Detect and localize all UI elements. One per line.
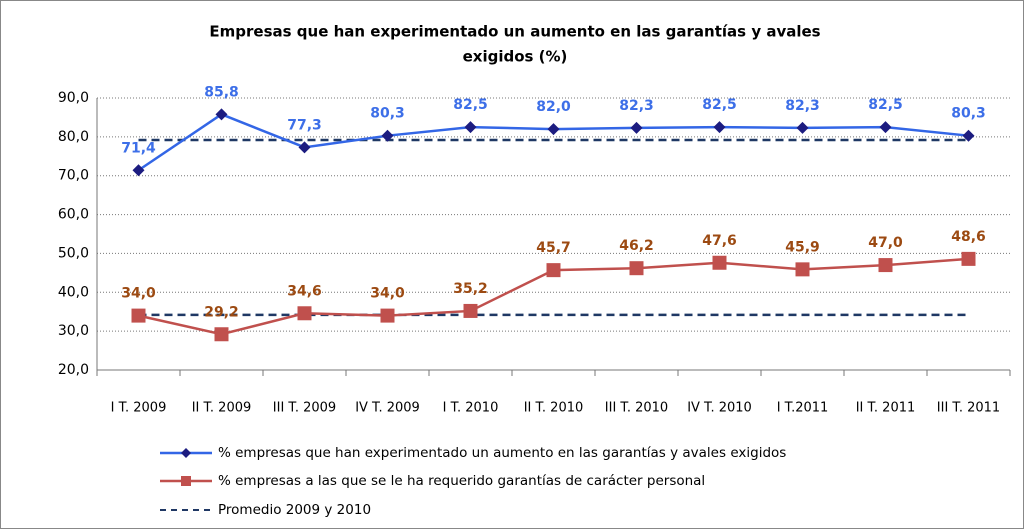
marker	[713, 121, 726, 134]
y-tick-label: 30,0	[58, 323, 89, 339]
marker	[381, 129, 394, 142]
x-tick-label: II T. 2009	[192, 401, 252, 416]
data-label: 82,5	[868, 97, 903, 113]
chart-title: Empresas que han experimentado un aument…	[209, 23, 820, 41]
y-tick-label: 50,0	[58, 245, 89, 261]
marker	[630, 121, 643, 134]
data-label: 80,3	[370, 106, 405, 122]
x-tick-label: III T. 2011	[937, 401, 1000, 416]
data-label: 45,7	[536, 240, 571, 256]
y-tick-label: 60,0	[58, 207, 89, 223]
x-tick-label: IV T. 2010	[687, 401, 752, 416]
data-label: 46,2	[619, 238, 654, 254]
marker	[464, 121, 477, 134]
marker	[796, 121, 809, 134]
data-label: 82,3	[619, 98, 654, 114]
data-label: 47,0	[868, 235, 903, 251]
data-label: 48,6	[951, 229, 986, 245]
data-label: 29,2	[204, 304, 239, 320]
legend-marker	[181, 448, 191, 458]
marker	[878, 258, 893, 273]
x-tick-label: I T. 2010	[443, 401, 499, 416]
data-label: 34,0	[121, 286, 156, 302]
marker	[214, 327, 229, 342]
marker	[463, 303, 478, 318]
x-tick-label: III T. 2009	[273, 401, 336, 416]
data-label: 35,2	[453, 281, 488, 297]
marker	[962, 129, 975, 142]
data-label: 45,9	[785, 239, 820, 255]
marker	[380, 308, 395, 323]
data-label: 71,4	[121, 140, 156, 156]
data-label: 85,8	[204, 84, 239, 100]
y-tick-label: 80,0	[58, 129, 89, 145]
marker	[961, 251, 976, 266]
data-label: 47,6	[702, 233, 737, 249]
data-label: 77,3	[287, 117, 322, 133]
data-label: 80,3	[951, 106, 986, 122]
x-tick-label: II T. 2011	[856, 401, 916, 416]
marker	[131, 308, 146, 323]
chart-title: exigidos (%)	[463, 48, 568, 66]
data-label: 82,5	[702, 97, 737, 113]
legend-marker	[181, 476, 191, 486]
marker	[629, 261, 644, 276]
y-tick-label: 90,0	[58, 90, 89, 106]
y-tick-label: 70,0	[58, 168, 89, 184]
marker	[297, 306, 312, 321]
data-label: 82,5	[453, 97, 488, 113]
data-label: 34,6	[287, 283, 322, 299]
marker	[132, 164, 145, 177]
x-tick-label: I T. 2009	[111, 401, 167, 416]
y-tick-label: 20,0	[58, 362, 89, 378]
data-label: 82,3	[785, 98, 820, 114]
marker	[795, 262, 810, 277]
x-tick-label: IV T. 2009	[355, 401, 420, 416]
marker	[879, 121, 892, 134]
x-tick-label: I T.2011	[777, 401, 829, 416]
marker	[712, 255, 727, 270]
marker	[298, 141, 311, 154]
marker	[215, 108, 228, 121]
x-tick-label: II T. 2010	[524, 401, 584, 416]
x-tick-label: III T. 2010	[605, 401, 668, 416]
marker	[547, 123, 560, 136]
data-label: 34,0	[370, 286, 405, 302]
legend-label: % empresas a las que se le ha requerido …	[218, 473, 705, 489]
y-tick-label: 40,0	[58, 284, 89, 300]
marker	[546, 263, 561, 278]
legend-label: Promedio 2009 y 2010	[218, 502, 371, 518]
legend-label: % empresas que han experimentado un aume…	[218, 445, 786, 461]
data-label: 82,0	[536, 99, 571, 115]
